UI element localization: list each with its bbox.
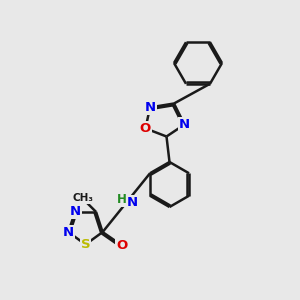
Text: N: N xyxy=(69,206,80,218)
Text: N: N xyxy=(127,196,138,209)
Text: S: S xyxy=(81,238,90,251)
Text: N: N xyxy=(63,226,74,238)
Text: O: O xyxy=(140,122,151,135)
Text: CH₃: CH₃ xyxy=(72,194,93,203)
Text: H: H xyxy=(117,194,127,206)
Text: N: N xyxy=(144,101,156,114)
Text: N: N xyxy=(179,118,190,131)
Text: O: O xyxy=(116,239,128,252)
